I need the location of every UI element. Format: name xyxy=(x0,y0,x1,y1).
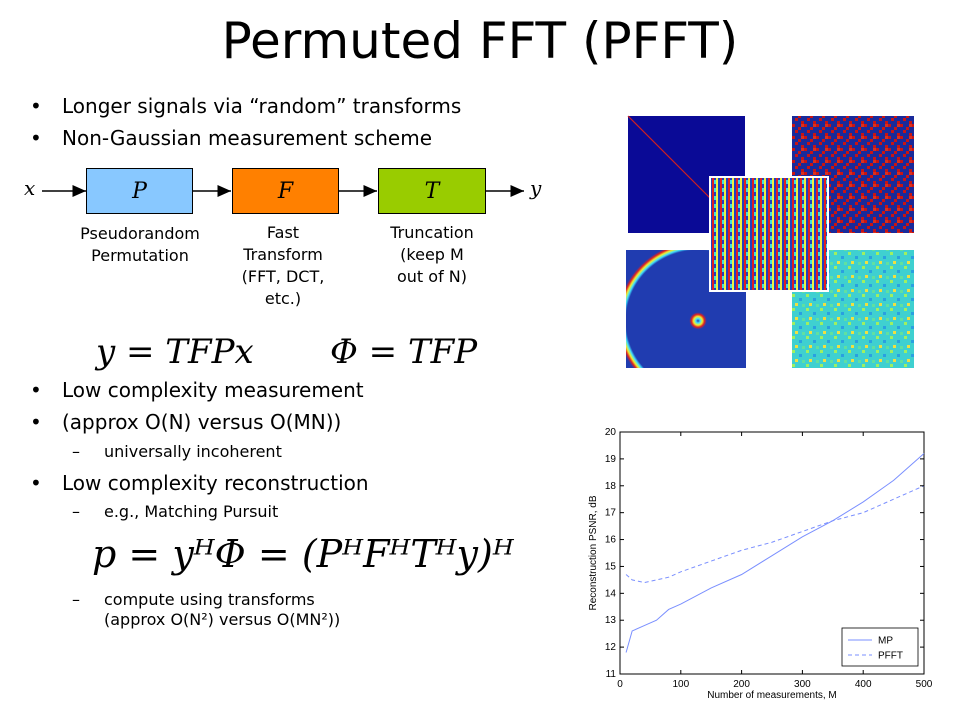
y-tick-label: 17 xyxy=(605,508,617,519)
truncation-block: T xyxy=(378,168,486,214)
legend-label: MP xyxy=(878,636,893,647)
measurement-equation: y = TFPx xyxy=(96,332,254,372)
psnr-chart: MP PFFT 0 100 200 300 400 500 11 12 13 14 15 16 17 18 1… xyxy=(588,427,933,701)
mid-bullet-list: Low complexity measurement (approx O(N) … xyxy=(30,374,364,438)
y-tick-label: 11 xyxy=(606,669,617,680)
x-tick-label: 500 xyxy=(916,679,933,690)
bullet-item: Low complexity reconstruction xyxy=(30,467,369,499)
x-tick-label: 0 xyxy=(617,679,623,690)
y-tick-label: 16 xyxy=(605,535,617,546)
y-tick-label: 19 xyxy=(605,454,617,465)
y-tick-label: 12 xyxy=(605,642,617,653)
recon-bullet-list: Low complexity reconstruction xyxy=(30,467,369,499)
sub-bullet-continuation: (approx O(N²) versus O(MN²)) xyxy=(104,610,341,629)
x-tick-label: 100 xyxy=(672,679,689,690)
y-tick-label: 14 xyxy=(605,588,617,599)
bullet-item: (approx O(N) versus O(MN)) xyxy=(30,406,364,438)
transform-block: F xyxy=(232,168,339,214)
block-diagram-wires xyxy=(42,185,524,197)
bullet-item: Longer signals via “random” transforms xyxy=(30,90,461,122)
y-tick-label: 13 xyxy=(605,615,617,626)
input-label: x xyxy=(24,176,36,200)
reconstruction-equation: p = yᴴΦ = (PᴴFᴴTᴴy)ᴴ xyxy=(92,532,514,576)
series-line-pfft xyxy=(625,485,925,584)
phi-equation: Φ = TFP xyxy=(330,332,478,372)
sub-bullet: – compute using transforms xyxy=(72,590,315,609)
bullet-item: Non-Gaussian measurement scheme xyxy=(30,122,461,154)
slide-title: Permuted FFT (PFFT) xyxy=(221,12,739,70)
x-tick-label: 400 xyxy=(855,679,872,690)
x-tick-label: 200 xyxy=(733,679,750,690)
legend-label: PFFT xyxy=(878,651,903,662)
sub-bullet: – e.g., Matching Pursuit xyxy=(72,502,279,521)
y-axis-label: Reconstruction PSNR, dB xyxy=(588,495,599,610)
bullet-item: Low complexity measurement xyxy=(30,374,364,406)
y-tick-label: 15 xyxy=(605,561,617,572)
permutation-block: P xyxy=(86,168,193,214)
series-line-mp xyxy=(625,453,925,653)
legend-box xyxy=(841,627,919,667)
permutation-caption: Pseudorandom Permutation xyxy=(80,224,200,265)
truncation-caption: Truncation (keep M out of N) xyxy=(390,223,474,286)
sub-bullet: – universally incoherent xyxy=(72,442,282,461)
permuted-fft-image xyxy=(709,176,829,292)
top-bullet-list: Longer signals via “random” transforms N… xyxy=(30,90,461,154)
x-tick-label: 300 xyxy=(794,679,811,690)
output-label: y xyxy=(530,176,542,200)
y-tick-label: 18 xyxy=(605,481,617,492)
x-axis-label: Number of measurements, M xyxy=(707,690,837,701)
matrix-images xyxy=(626,115,914,368)
y-tick-label: 20 xyxy=(605,427,617,438)
transform-caption: Fast Transform (FFT, DCT, etc.) xyxy=(241,223,325,308)
